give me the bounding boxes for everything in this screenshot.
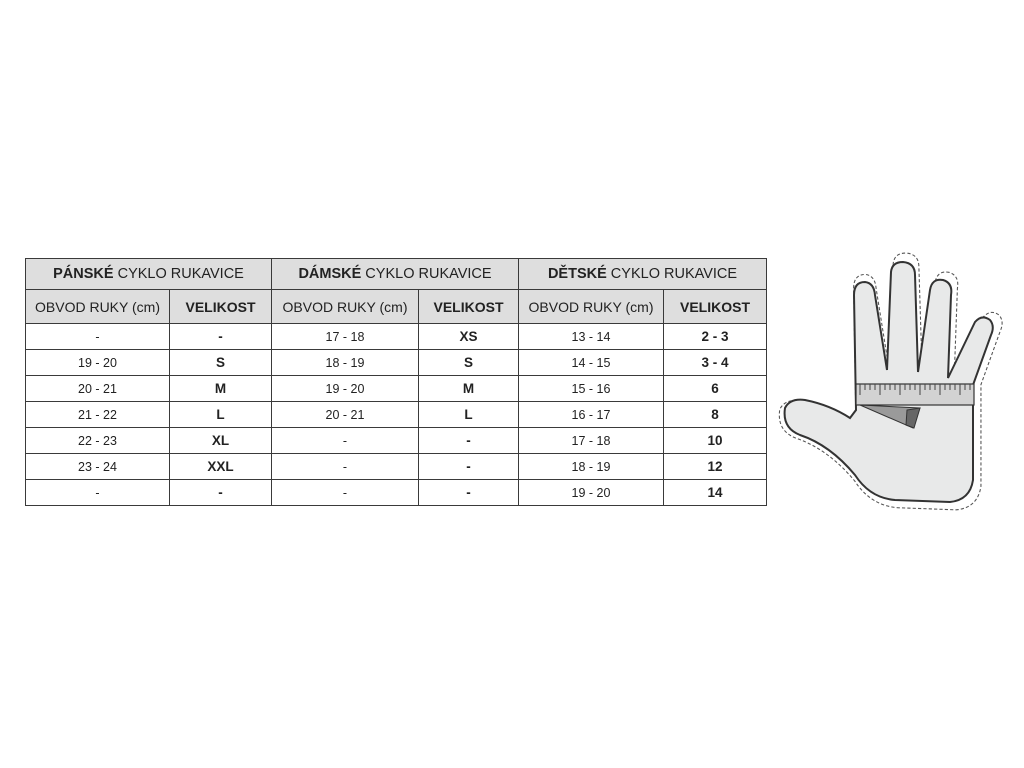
group-header: DĚTSKÉ CYKLO RUKAVICE	[517, 258, 768, 290]
column-header-size: VELIKOST	[662, 289, 768, 324]
column-header-size: VELIKOST	[169, 289, 272, 324]
group-title-bold: PÁNSKÉ	[53, 266, 114, 282]
size-cell: 3 - 4	[662, 349, 768, 376]
group-title-bold: DÁMSKÉ	[298, 266, 362, 282]
column-header-circumference: OBVOD RUKY (cm)	[518, 289, 664, 324]
table-row: 19 - 20 S 18 - 19 S 14 - 15 3 - 4	[25, 349, 768, 376]
size-cell: XS	[418, 323, 519, 350]
circumference-cell: 22 - 23	[25, 427, 170, 454]
circumference-cell: 23 - 24	[25, 453, 170, 480]
circumference-cell: 14 - 15	[518, 349, 664, 376]
size-cell: 14	[662, 479, 768, 506]
group-header: DÁMSKÉ CYKLO RUKAVICE	[271, 258, 519, 290]
group-title-bold: DĚTSKÉ	[547, 266, 607, 282]
size-cell: -	[169, 479, 272, 506]
circumference-cell: 16 - 17	[518, 401, 664, 428]
circumference-cell: 18 - 19	[518, 453, 664, 480]
size-cell: 6	[662, 375, 768, 402]
glove-size-table: PÁNSKÉ CYKLO RUKAVICE DÁMSKÉ CYKLO RUKAVI…	[25, 258, 768, 506]
size-cell: 2 - 3	[662, 323, 768, 350]
tape-tip	[905, 407, 921, 429]
table-row: 20 - 21 M 19 - 20 M 15 - 16 6	[25, 375, 768, 402]
circumference-cell: -	[25, 479, 170, 506]
table-row: 22 - 23 XL - -17 - 18 10	[25, 427, 768, 454]
size-cell: XXL	[169, 453, 272, 480]
circumference-cell: 19 - 20	[518, 479, 664, 506]
size-cell: -	[169, 323, 272, 350]
circumference-cell: -	[271, 427, 419, 454]
hand-measuring-tape-icon	[778, 252, 1003, 511]
size-cell: 12	[662, 453, 768, 480]
size-cell: XL	[169, 427, 272, 454]
hand-outline	[783, 260, 994, 504]
circumference-cell: -	[25, 323, 170, 350]
size-cell: S	[418, 349, 519, 376]
column-header-size: VELIKOST	[418, 289, 519, 324]
size-cell: -	[418, 453, 519, 480]
size-cell: -	[418, 427, 519, 454]
size-cell: L	[169, 401, 272, 428]
circumference-cell: 18 - 19	[271, 349, 419, 376]
size-cell: -	[418, 479, 519, 506]
circumference-cell: 21 - 22	[25, 401, 170, 428]
circumference-cell: 13 - 14	[518, 323, 664, 350]
table-row: 23 - 24 XXL - -18 - 19 12	[25, 453, 768, 480]
size-cell: L	[418, 401, 519, 428]
column-header-circumference: OBVOD RUKY (cm)	[25, 289, 170, 324]
circumference-cell: 19 - 20	[271, 375, 419, 402]
size-cell: M	[169, 375, 272, 402]
circumference-cell: 15 - 16	[518, 375, 664, 402]
group-title-rest: CYKLO RUKAVICE	[113, 266, 244, 282]
size-cell: M	[418, 375, 519, 402]
column-header-row: OBVOD RUKY (cm) VELIKOST OBVOD RUKY (cm) VE…	[25, 289, 768, 324]
circumference-cell: 20 - 21	[271, 401, 419, 428]
size-cell: 8	[662, 401, 768, 428]
circumference-cell: 17 - 18	[271, 323, 419, 350]
circumference-cell: 20 - 21	[25, 375, 170, 402]
group-header-row: PÁNSKÉ CYKLO RUKAVICE DÁMSKÉ CYKLO RUKAVI…	[25, 258, 768, 290]
group-header: PÁNSKÉ CYKLO RUKAVICE	[25, 258, 272, 290]
circumference-cell: -	[271, 479, 419, 506]
table-row: - -17 - 18 XS 13 - 14 2 - 3	[25, 323, 768, 350]
table-row: 21 - 22 L 20 - 21 L 16 - 17 8	[25, 401, 768, 428]
circumference-cell: 17 - 18	[518, 427, 664, 454]
column-header-circumference: OBVOD RUKY (cm)	[271, 289, 419, 324]
circumference-cell: -	[271, 453, 419, 480]
size-cell: S	[169, 349, 272, 376]
circumference-cell: 19 - 20	[25, 349, 170, 376]
group-title-rest: CYKLO RUKAVICE	[361, 266, 492, 282]
table-row: - - - -19 - 20 14	[25, 479, 768, 506]
size-cell: 10	[662, 427, 768, 454]
group-title-rest: CYKLO RUKAVICE	[606, 266, 738, 282]
